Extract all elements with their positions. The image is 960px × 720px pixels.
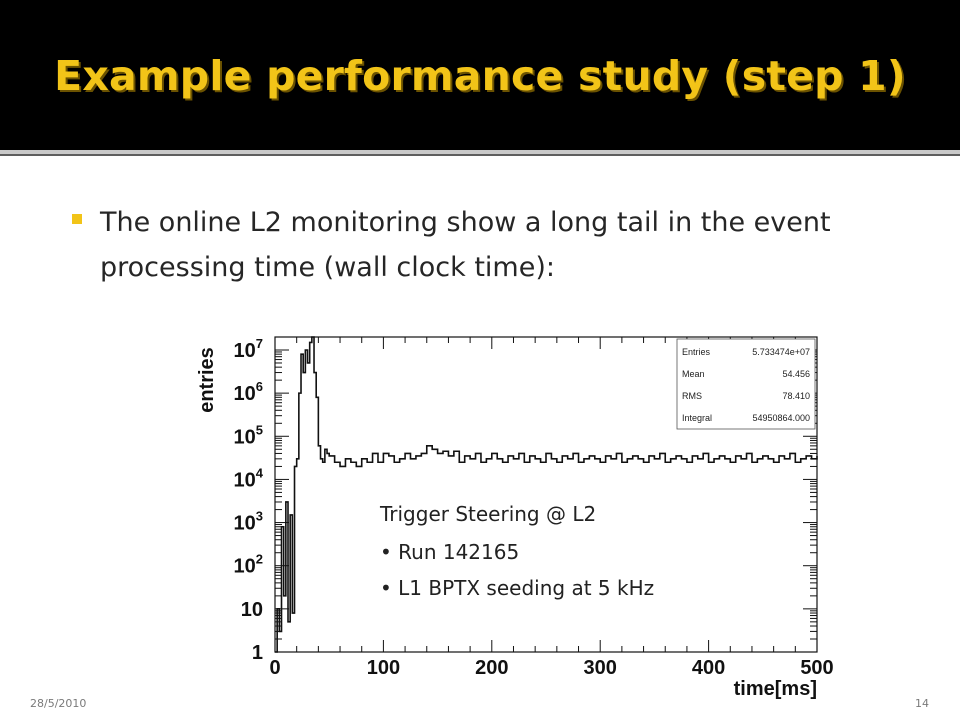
stats-value: 54950864.000 <box>752 413 810 423</box>
y-tick-label: 107 <box>234 336 263 362</box>
stats-label: Mean <box>682 369 705 379</box>
x-tick-label: 300 <box>584 657 617 679</box>
annotation-item: • L1 BPTX seeding at 5 kHz <box>380 576 654 600</box>
footer-date: 28/5/2010 <box>30 697 87 710</box>
bullet-square-icon <box>72 214 82 224</box>
annotation-item: • Run 142165 <box>380 540 519 564</box>
x-tick-label: 200 <box>475 657 508 679</box>
x-tick-label: 500 <box>800 657 833 679</box>
stats-value: 54.456 <box>782 369 810 379</box>
stats-label: RMS <box>682 391 702 401</box>
y-tick-label: 10 <box>241 599 263 621</box>
y-tick-label: 104 <box>234 465 264 491</box>
y-tick-label: 106 <box>234 379 263 405</box>
x-tick-label: 400 <box>692 657 725 679</box>
stats-label: Entries <box>682 347 711 357</box>
y-tick-label: 102 <box>234 552 263 578</box>
y-tick-label: 103 <box>234 509 263 535</box>
bullet-text: The online L2 monitoring show a long tai… <box>100 207 831 283</box>
annotation-title: Trigger Steering @ L2 <box>379 502 596 526</box>
slide-title: Example performance study (step 1) <box>54 52 906 100</box>
y-tick-label: 1 <box>252 642 263 664</box>
stats-value: 78.410 <box>782 391 810 401</box>
x-tick-label: 100 <box>367 657 400 679</box>
stats-box <box>676 338 816 430</box>
title-rule-dark <box>0 154 960 156</box>
plot-frame <box>274 336 818 653</box>
stats-label: Integral <box>682 413 712 423</box>
title-bar <box>0 0 960 150</box>
histogram-chart: entries time[ms] 0 100 200 300 400 500 1 10 102 1… <box>196 336 834 700</box>
histogram-series-line <box>275 336 818 653</box>
y-tick-label: 105 <box>234 422 263 448</box>
x-tick-label: 0 <box>269 657 280 679</box>
title-rule-light <box>0 150 960 154</box>
x-axis-label: time[ms] <box>734 678 817 700</box>
y-axis-label: entries <box>196 347 218 413</box>
stats-value: 5.733474e+07 <box>752 347 810 357</box>
page-number: 14 <box>915 697 929 710</box>
